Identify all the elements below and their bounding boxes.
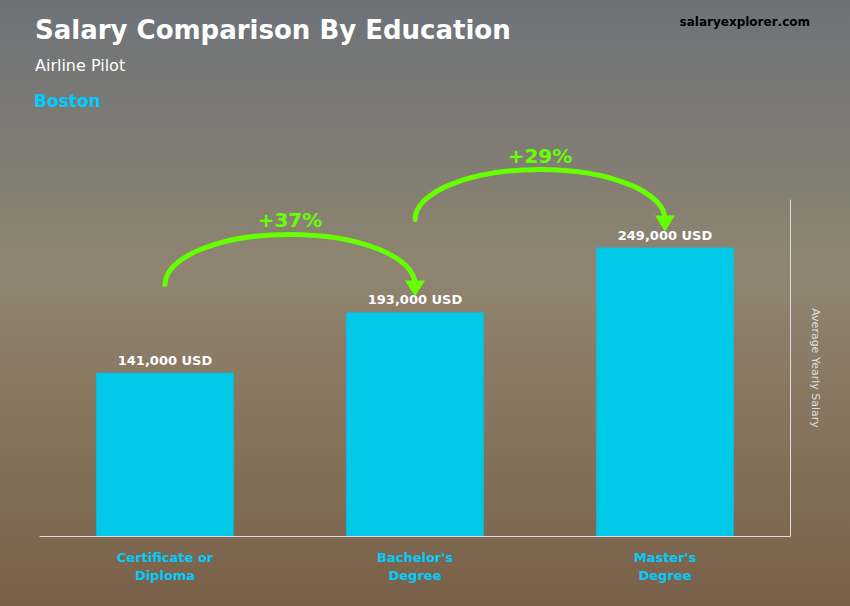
svg-text:Degree: Degree bbox=[639, 568, 692, 583]
svg-text:Diploma: Diploma bbox=[135, 568, 195, 583]
svg-text:Average Yearly Salary: Average Yearly Salary bbox=[809, 308, 822, 428]
svg-text:141,000 USD: 141,000 USD bbox=[118, 353, 213, 368]
svg-text:Certificate or: Certificate or bbox=[117, 550, 214, 565]
svg-text:Bachelor's: Bachelor's bbox=[377, 550, 453, 565]
svg-text:Master's: Master's bbox=[634, 550, 697, 565]
svg-text:+29%: +29% bbox=[508, 144, 573, 168]
svg-text:salary: salary bbox=[680, 15, 721, 29]
svg-text:Boston: Boston bbox=[34, 91, 101, 111]
svg-text:Degree: Degree bbox=[389, 568, 442, 583]
svg-text:+37%: +37% bbox=[258, 208, 323, 232]
svg-text:.com: .com bbox=[778, 15, 810, 29]
svg-text:193,000 USD: 193,000 USD bbox=[367, 292, 463, 308]
svg-text:249,000 USD: 249,000 USD bbox=[617, 227, 713, 243]
svg-text:Salary Comparison By Education: Salary Comparison By Education bbox=[35, 15, 511, 45]
svg-text:explorer: explorer bbox=[721, 15, 778, 29]
svg-text:Airline Pilot: Airline Pilot bbox=[35, 56, 125, 75]
